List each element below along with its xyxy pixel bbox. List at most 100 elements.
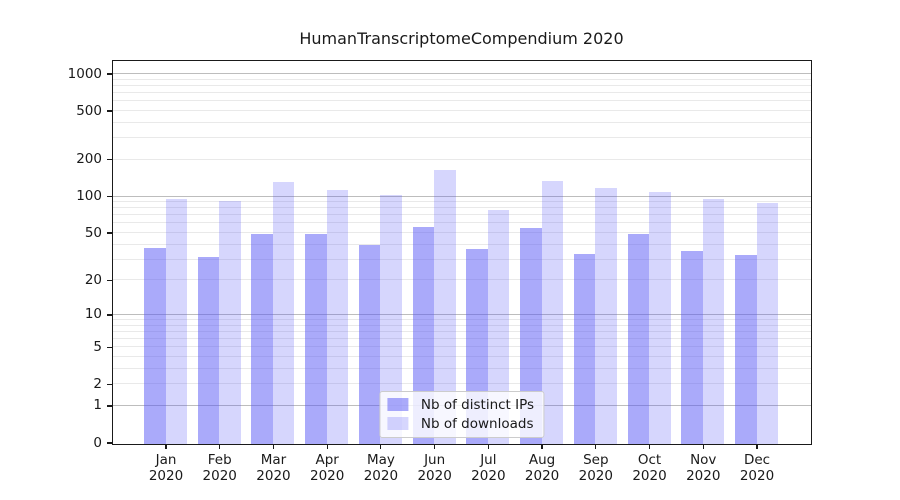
legend-swatch-distinct-ips <box>386 398 408 411</box>
x-tick-label-sep: Sep 2020 <box>564 452 628 484</box>
bar-downloads-mar <box>272 181 295 444</box>
legend-swatch-downloads <box>386 417 408 430</box>
bar-distinct-ips-jun <box>412 226 435 444</box>
bar-distinct-ips-nov <box>681 250 703 444</box>
gridline-minor-30 <box>112 258 811 260</box>
y-tick-label-1: 1 <box>93 397 102 414</box>
x-tick-month: Apr <box>315 452 339 468</box>
gridline-minor-7 <box>112 330 811 332</box>
gridline-minor-20 <box>112 279 811 281</box>
y-tick-mark-5 <box>106 346 112 348</box>
x-tick-mark-jun <box>434 444 436 449</box>
y-tick-label-5: 5 <box>93 338 102 355</box>
gridline-minor-800 <box>112 84 811 86</box>
gridline-major-100 <box>112 195 811 197</box>
gridline-minor-9 <box>112 319 811 321</box>
plot-area: Nb of distinct IPs Nb of downloads <box>111 59 812 445</box>
gridline-minor-70 <box>112 214 811 216</box>
x-tick-year: 2020 <box>686 467 721 484</box>
y-tick-mark-0 <box>106 442 112 444</box>
y-tick-label-100: 100 <box>76 188 102 205</box>
x-tick-mark-oct <box>648 444 651 449</box>
y-tick-label-200: 200 <box>76 151 102 168</box>
y-tick-label-20: 20 <box>84 271 102 288</box>
x-tick-year: 2020 <box>578 467 613 484</box>
x-tick-mark-feb <box>219 444 221 449</box>
legend-item-distinct-ips: Nb of distinct IPs <box>386 396 535 413</box>
bar-downloads-feb <box>219 201 241 444</box>
bar-distinct-ips-jan <box>144 247 166 444</box>
x-tick-mark-may <box>380 444 382 449</box>
bar-downloads-jan <box>165 198 187 444</box>
x-tick-month: Jun <box>424 452 446 468</box>
x-tick-year: 2020 <box>471 467 506 484</box>
x-tick-label-aug: Aug 2020 <box>510 452 574 484</box>
x-tick-month: Oct <box>637 452 662 468</box>
bar-downloads-sep <box>595 188 617 444</box>
y-tick-label-500: 500 <box>76 102 102 119</box>
x-tick-month: May <box>366 452 395 468</box>
gridline-minor-300 <box>112 137 811 139</box>
x-tick-year: 2020 <box>524 467 560 484</box>
y-tick-mark-10 <box>106 314 112 316</box>
x-tick-label-may: May 2020 <box>349 452 413 484</box>
x-tick-year: 2020 <box>417 467 452 484</box>
x-tick-month: Jul <box>480 452 497 468</box>
x-tick-mark-jan <box>165 444 167 449</box>
gridline-minor-90 <box>112 201 811 203</box>
legend-label-distinct-ips: Nb of distinct IPs <box>420 396 535 413</box>
x-tick-label-dec: Dec 2020 <box>725 452 789 484</box>
x-tick-label-jul: Jul 2020 <box>456 452 520 484</box>
x-tick-mark-aug <box>541 444 543 449</box>
y-tick-mark-2 <box>106 383 112 385</box>
gridline-minor-4 <box>112 356 811 358</box>
bar-downloads-may <box>380 195 402 444</box>
gridline-minor-40 <box>112 243 811 245</box>
legend-label-downloads: Nb of downloads <box>420 415 534 432</box>
x-tick-label-mar: Mar 2020 <box>241 452 305 484</box>
gridline-minor-5 <box>112 346 811 348</box>
gridline-major-1000 <box>112 73 811 75</box>
x-tick-label-feb: Feb 2020 <box>188 452 252 484</box>
x-tick-mark-nov <box>702 444 704 449</box>
gridline-minor-2 <box>112 383 811 385</box>
y-tick-label-50: 50 <box>84 224 102 241</box>
bar-distinct-ips-dec <box>735 255 757 444</box>
y-tick-label-1000: 1000 <box>67 65 102 82</box>
bar-distinct-ips-mar <box>251 233 273 444</box>
x-tick-mark-dec <box>756 444 758 449</box>
x-tick-label-jun: Jun 2020 <box>403 452 467 484</box>
legend: Nb of distinct IPs Nb of downloads <box>378 390 545 438</box>
x-tick-label-nov: Nov 2020 <box>671 452 735 484</box>
x-tick-year: 2020 <box>632 467 667 484</box>
bar-distinct-ips-sep <box>573 253 596 444</box>
x-tick-month: Nov <box>690 452 717 468</box>
x-tick-label-apr: Apr 2020 <box>295 452 359 484</box>
bar-distinct-ips-apr <box>305 233 327 444</box>
bar-downloads-jul <box>487 210 510 444</box>
grid-layer <box>112 61 811 444</box>
x-tick-mark-sep <box>595 444 597 449</box>
gridline-minor-3 <box>112 367 811 369</box>
x-tick-month: Aug <box>528 452 556 468</box>
x-tick-mark-apr <box>326 444 328 449</box>
gridline-minor-6 <box>112 338 811 340</box>
y-tick-mark-1 <box>106 405 112 407</box>
x-tick-year: 2020 <box>309 467 345 484</box>
bars-layer <box>113 61 811 444</box>
gridline-minor-200 <box>112 158 811 160</box>
bar-distinct-ips-may <box>358 245 381 444</box>
gridline-major-10 <box>112 313 811 315</box>
bar-distinct-ips-oct <box>627 233 650 444</box>
bar-downloads-dec <box>756 202 778 444</box>
y-tick-label-0: 0 <box>93 434 102 451</box>
y-tick-mark-50 <box>106 232 112 234</box>
bar-downloads-oct <box>649 191 671 444</box>
x-tick-year: 2020 <box>256 467 291 484</box>
x-tick-month: Feb <box>207 452 232 468</box>
legend-item-downloads: Nb of downloads <box>386 415 534 432</box>
x-tick-month: Jan <box>155 452 177 468</box>
chart-title: HumanTranscriptomeCompendium 2020 <box>299 29 624 48</box>
bar-downloads-nov <box>702 198 725 444</box>
